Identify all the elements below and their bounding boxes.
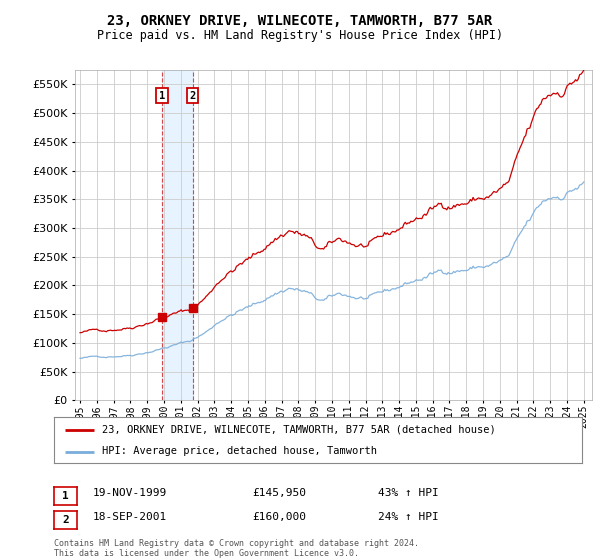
Text: 1: 1 [159,91,165,101]
Text: HPI: Average price, detached house, Tamworth: HPI: Average price, detached house, Tamw… [101,446,377,456]
Text: 1: 1 [62,491,69,501]
Text: 43% ↑ HPI: 43% ↑ HPI [378,488,439,498]
Text: 23, ORKNEY DRIVE, WILNECOTE, TAMWORTH, B77 5AR (detached house): 23, ORKNEY DRIVE, WILNECOTE, TAMWORTH, B… [101,424,495,435]
Text: £145,950: £145,950 [252,488,306,498]
Text: 18-SEP-2001: 18-SEP-2001 [93,512,167,522]
Text: Contains HM Land Registry data © Crown copyright and database right 2024.
This d: Contains HM Land Registry data © Crown c… [54,539,419,558]
Text: Price paid vs. HM Land Registry's House Price Index (HPI): Price paid vs. HM Land Registry's House … [97,29,503,42]
Text: 19-NOV-1999: 19-NOV-1999 [93,488,167,498]
Text: £160,000: £160,000 [252,512,306,522]
Bar [162,70,193,400]
Text: 2: 2 [62,515,69,525]
Text: 2: 2 [190,91,196,101]
Text: 23, ORKNEY DRIVE, WILNECOTE, TAMWORTH, B77 5AR: 23, ORKNEY DRIVE, WILNECOTE, TAMWORTH, B… [107,14,493,28]
Text: 24% ↑ HPI: 24% ↑ HPI [378,512,439,522]
